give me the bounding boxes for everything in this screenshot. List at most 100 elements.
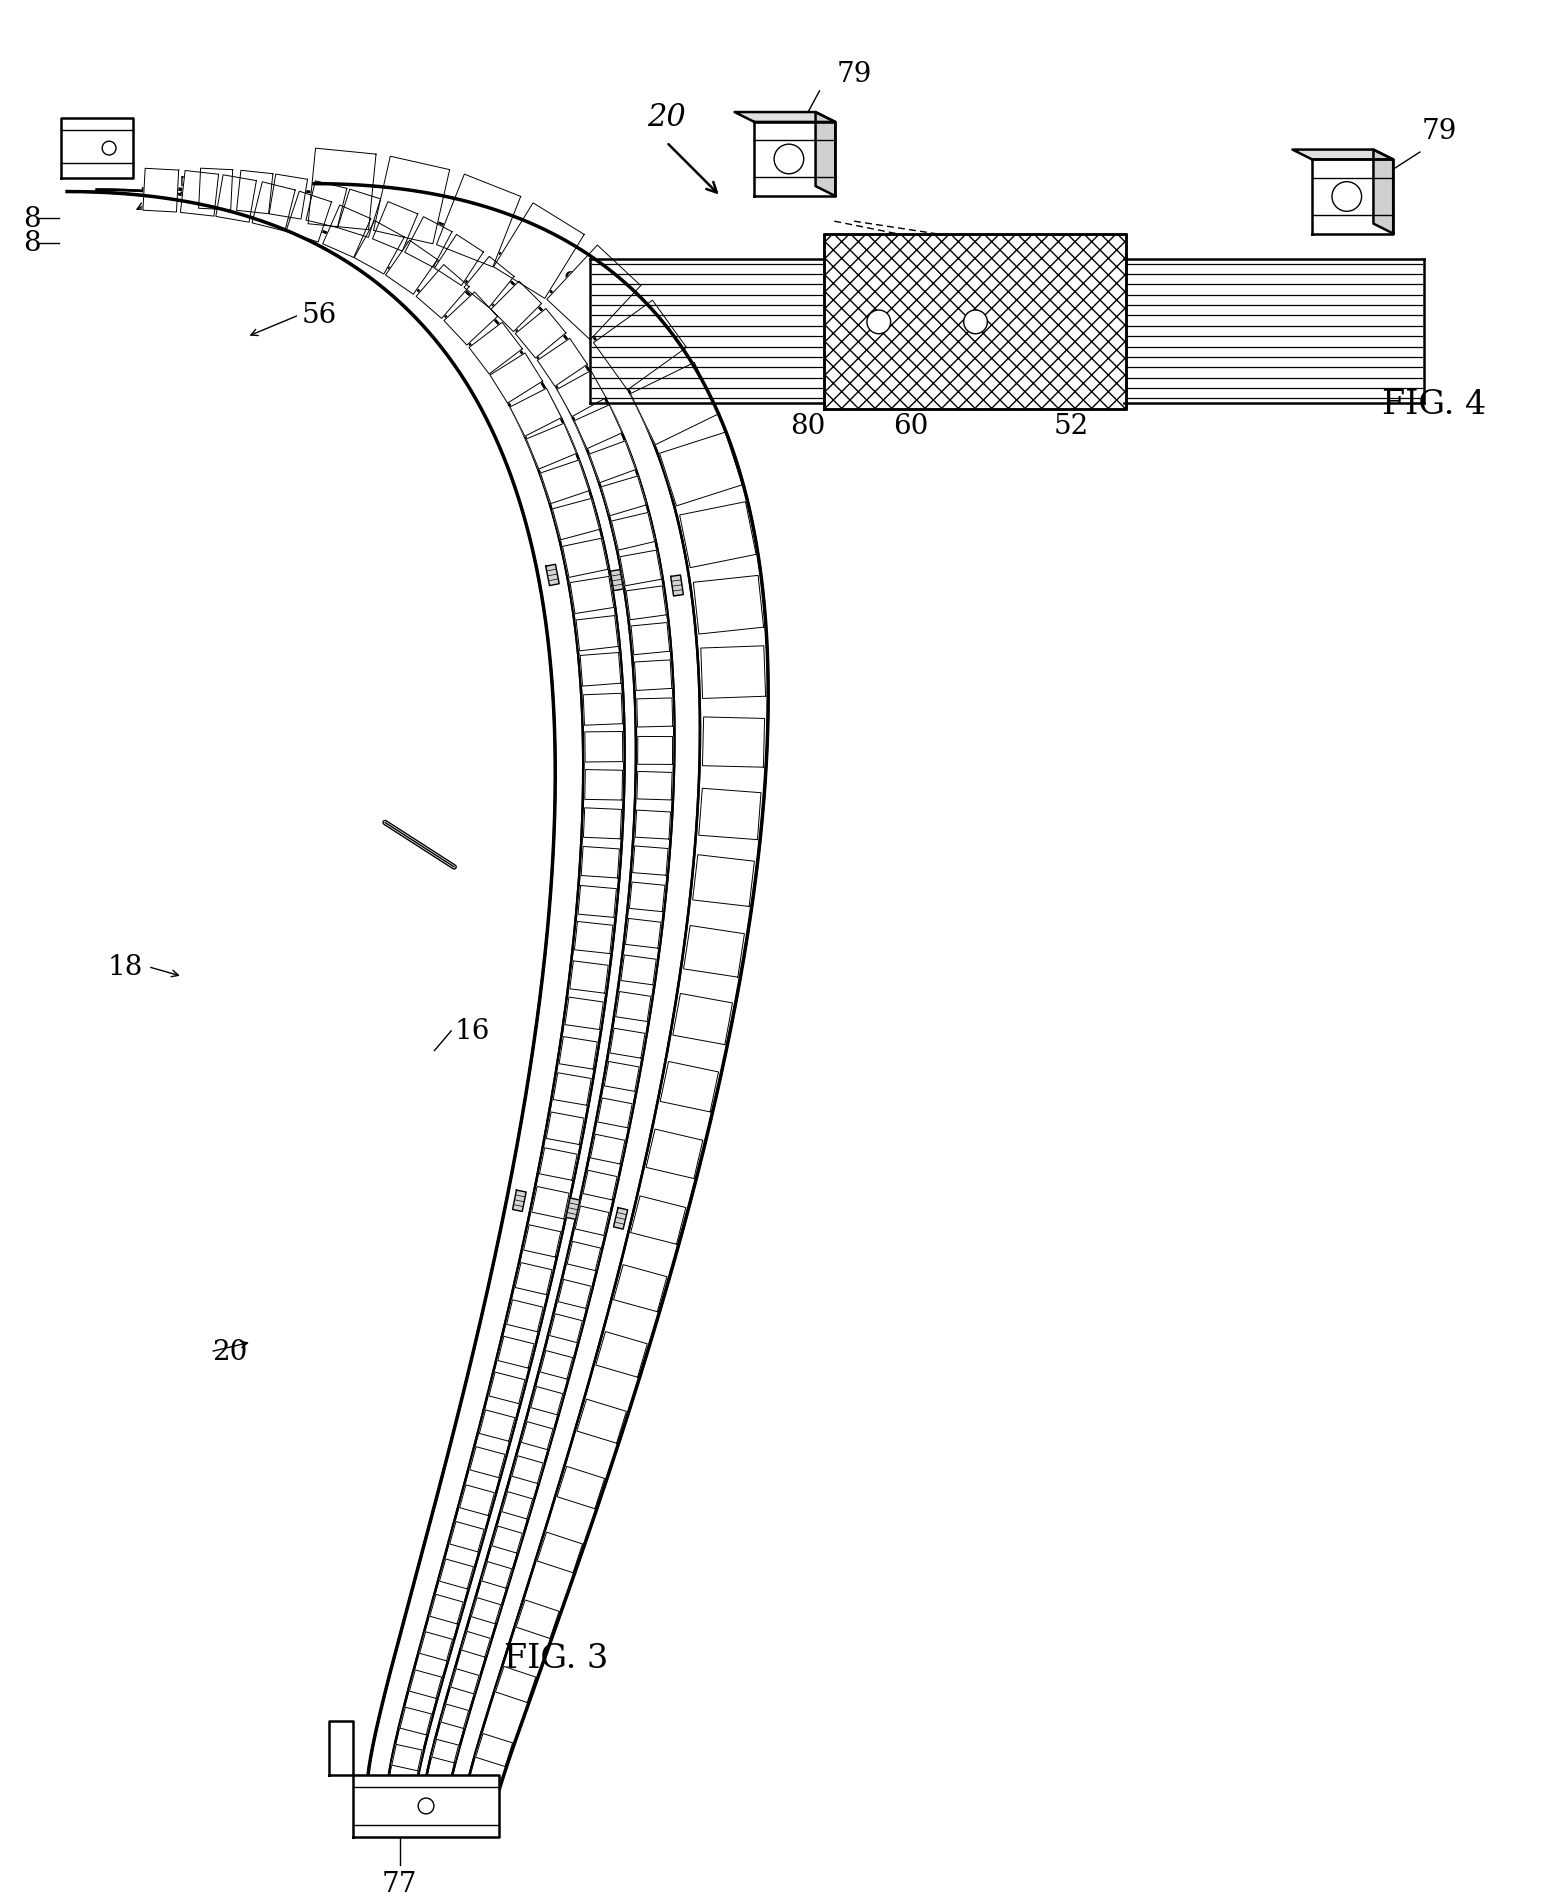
Polygon shape — [630, 363, 719, 446]
Polygon shape — [611, 512, 655, 550]
Circle shape — [1332, 182, 1361, 213]
Polygon shape — [444, 292, 497, 345]
Polygon shape — [545, 1112, 585, 1144]
Polygon shape — [636, 772, 672, 801]
Polygon shape — [499, 1336, 535, 1368]
Polygon shape — [156, 188, 674, 1811]
Polygon shape — [1313, 159, 1393, 233]
Polygon shape — [672, 995, 733, 1046]
Text: 56: 56 — [861, 241, 894, 264]
Circle shape — [419, 1797, 435, 1814]
Polygon shape — [680, 503, 756, 568]
Polygon shape — [236, 171, 274, 214]
Polygon shape — [142, 169, 178, 213]
Polygon shape — [694, 577, 764, 634]
Polygon shape — [567, 1241, 600, 1272]
Text: 77: 77 — [381, 1870, 417, 1898]
Polygon shape — [541, 461, 589, 505]
Polygon shape — [400, 1708, 431, 1735]
Polygon shape — [464, 258, 514, 307]
Polygon shape — [516, 309, 566, 359]
Polygon shape — [216, 177, 256, 224]
Polygon shape — [700, 647, 766, 698]
Polygon shape — [683, 926, 744, 977]
Polygon shape — [306, 182, 347, 228]
Polygon shape — [597, 1099, 633, 1127]
Polygon shape — [552, 499, 600, 541]
Polygon shape — [585, 771, 622, 801]
Polygon shape — [589, 442, 636, 484]
Polygon shape — [516, 1600, 560, 1638]
Polygon shape — [495, 1666, 536, 1703]
Polygon shape — [353, 1775, 499, 1837]
Polygon shape — [386, 241, 438, 294]
Circle shape — [867, 311, 891, 334]
Polygon shape — [410, 1670, 442, 1699]
Polygon shape — [506, 1300, 544, 1332]
Polygon shape — [436, 175, 520, 268]
Polygon shape — [610, 569, 624, 592]
Polygon shape — [480, 1410, 514, 1441]
Polygon shape — [564, 998, 603, 1031]
Text: FIG. 4: FIG. 4 — [1382, 389, 1486, 421]
Polygon shape — [638, 736, 672, 765]
Polygon shape — [180, 171, 219, 216]
Polygon shape — [578, 886, 616, 919]
Text: 20: 20 — [647, 102, 686, 133]
Polygon shape — [469, 323, 522, 374]
Polygon shape — [1293, 150, 1393, 159]
Polygon shape — [755, 123, 835, 197]
Polygon shape — [472, 1598, 500, 1625]
Polygon shape — [416, 266, 469, 319]
Text: 8: 8 — [23, 205, 41, 233]
Polygon shape — [556, 372, 606, 418]
Polygon shape — [460, 1484, 494, 1517]
Polygon shape — [541, 1351, 572, 1380]
Polygon shape — [328, 1721, 353, 1775]
Polygon shape — [625, 919, 661, 949]
Polygon shape — [646, 1129, 703, 1179]
Polygon shape — [580, 653, 621, 687]
Polygon shape — [230, 184, 767, 1822]
Polygon shape — [61, 120, 133, 178]
Polygon shape — [556, 1467, 605, 1509]
Polygon shape — [570, 577, 614, 615]
Polygon shape — [475, 1733, 513, 1767]
Polygon shape — [524, 1224, 561, 1256]
Polygon shape — [560, 1036, 597, 1070]
Polygon shape — [513, 1190, 527, 1211]
Polygon shape — [616, 993, 650, 1021]
Polygon shape — [614, 1207, 628, 1230]
Text: 79: 79 — [836, 61, 872, 87]
Polygon shape — [481, 1562, 511, 1589]
Polygon shape — [583, 695, 622, 725]
Polygon shape — [702, 717, 764, 769]
Polygon shape — [492, 1526, 522, 1553]
Polygon shape — [531, 1387, 563, 1416]
Text: 79: 79 — [1422, 118, 1457, 144]
Polygon shape — [627, 586, 666, 621]
Polygon shape — [538, 340, 588, 387]
Polygon shape — [660, 1061, 719, 1112]
Polygon shape — [322, 205, 370, 258]
Polygon shape — [591, 1135, 625, 1163]
Polygon shape — [372, 203, 417, 252]
Polygon shape — [405, 218, 452, 268]
Polygon shape — [735, 114, 835, 123]
Polygon shape — [671, 575, 683, 596]
Polygon shape — [596, 1332, 647, 1378]
Polygon shape — [547, 247, 641, 340]
Text: 52: 52 — [178, 177, 213, 203]
Polygon shape — [439, 1558, 474, 1589]
Polygon shape — [308, 150, 377, 230]
Polygon shape — [527, 423, 577, 471]
Polygon shape — [614, 1266, 667, 1312]
Polygon shape — [491, 283, 541, 332]
Polygon shape — [502, 1492, 533, 1518]
Polygon shape — [431, 1739, 458, 1763]
Polygon shape — [602, 476, 646, 516]
Circle shape — [102, 142, 116, 156]
Polygon shape — [574, 406, 622, 450]
Polygon shape — [522, 1422, 553, 1450]
Polygon shape — [621, 955, 656, 985]
